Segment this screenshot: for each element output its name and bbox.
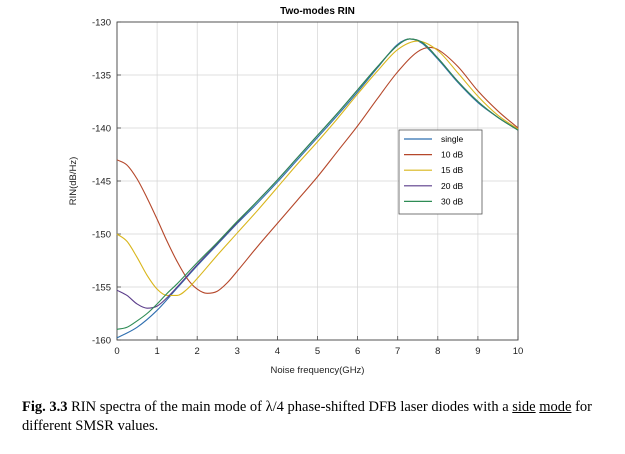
y-tick-label: -150 bbox=[92, 230, 111, 241]
x-tick-label: 8 bbox=[435, 346, 440, 357]
series-line-single bbox=[116, 38, 519, 339]
figure-caption: Fig. 3.3 RIN spectra of the main mode of… bbox=[22, 398, 617, 436]
legend-label: 15 dB bbox=[441, 165, 464, 175]
y-tick-label: -160 bbox=[92, 336, 111, 347]
caption-underlined-mode: mode bbox=[539, 399, 572, 415]
chart-figure: Two-modes RIN 0 1 2 3 4 5 6 7 8 9 10 -130 -135 -140 -1… bbox=[68, 6, 524, 376]
plot-frame bbox=[116, 21, 519, 341]
x-tick-label: 0 bbox=[114, 346, 119, 357]
y-tick-label: -130 bbox=[92, 18, 111, 29]
caption-text-before: RIN spectra of the main mode of λ/4 phas… bbox=[67, 399, 513, 415]
chart-title: Two-modes RIN bbox=[280, 6, 355, 17]
legend-label: single bbox=[441, 134, 463, 144]
x-tick-label: 6 bbox=[355, 346, 360, 357]
caption-figure-label: Fig. 3.3 bbox=[22, 399, 68, 415]
series-line-15-db bbox=[116, 40, 519, 297]
x-tick-label: 2 bbox=[195, 346, 200, 357]
y-tick-label: -145 bbox=[92, 177, 111, 188]
caption-text-after: for different SMSR values. bbox=[22, 399, 593, 434]
legend-label: 30 dB bbox=[441, 196, 464, 206]
legend-label: 20 dB bbox=[441, 181, 464, 191]
series-line-30-db bbox=[116, 38, 519, 330]
x-tick-label: 10 bbox=[513, 346, 524, 357]
y-tick-label: -140 bbox=[92, 124, 111, 135]
x-tick-label: 9 bbox=[475, 346, 480, 357]
y-tick-label: -155 bbox=[92, 283, 111, 294]
x-tick-label: 5 bbox=[315, 346, 320, 357]
x-tick-label: 7 bbox=[395, 346, 400, 357]
caption-underlined-side: side bbox=[512, 399, 536, 415]
y-tick-label: -135 bbox=[92, 71, 111, 82]
legend-box bbox=[398, 129, 483, 215]
legend-label: 10 dB bbox=[441, 150, 464, 160]
x-tick-label: 3 bbox=[235, 346, 240, 357]
x-tick-label: 4 bbox=[275, 346, 280, 357]
x-tick-label: 1 bbox=[154, 346, 159, 357]
y-axis-label: RIN(dB/Hz) bbox=[68, 157, 79, 206]
x-axis-label: Noise frequency(GHz) bbox=[271, 365, 365, 376]
